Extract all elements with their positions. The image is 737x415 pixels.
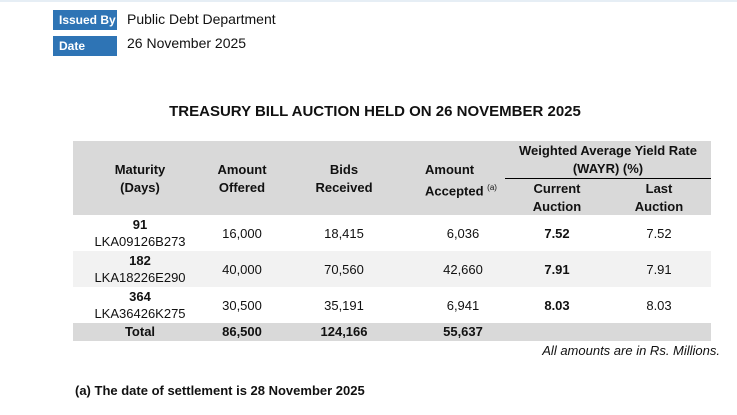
col-accepted-note: (a) [487,183,497,192]
header-rule [505,178,711,179]
total-bg [73,323,711,341]
cell: 35,191 [324,298,364,313]
cell: 40,000 [222,262,262,277]
cell: 70,560 [324,262,364,277]
issued-by-label: Issued By [53,10,117,30]
cell: 16,000 [222,226,262,241]
maturity-code: LKA18226E290 [94,270,186,285]
maturity-days: 91 [132,217,148,232]
cell: 7.52 [544,226,570,241]
cell: 7.52 [646,226,672,241]
cell: 42,660 [443,262,483,277]
title: TREASURY BILL AUCTION HELD ON 26 NOVEMBE… [169,103,581,120]
issued-by: Public Debt Department [127,11,276,27]
row-bg [73,251,711,287]
cell: 7.91 [544,262,570,277]
total-cell: 124,166 [320,324,368,339]
col-wayr: Weighted Average Yield Rate (WAYR) (%) [519,143,697,176]
top-rule [0,0,737,2]
cell: 18,415 [324,226,364,241]
units-note: All amounts are in Rs. Millions. [542,343,720,358]
maturity-days: 364 [129,289,151,304]
cell: 7.91 [646,262,672,277]
col-offered: Amount Offered [217,162,267,195]
col-last: Last Auction [634,181,684,214]
cell: 6,941 [446,298,480,313]
cell: 6,036 [446,226,480,241]
date: 26 November 2025 [127,35,247,51]
maturity-code: LKA09126B273 [94,234,186,249]
col-bids: Bids Received [315,162,373,195]
col-accepted-text: Amount Accepted [425,162,484,199]
cell: 8.03 [646,298,672,313]
footnote: (a) The date of settlement is 28 Novembe… [75,383,365,398]
total-cell: 55,637 [443,324,483,339]
total-cell: 86,500 [222,324,262,339]
cell: 8.03 [544,298,570,313]
maturity-code: LKA36426K275 [94,306,186,321]
cell: 30,500 [222,298,262,313]
col-maturity: Maturity (Days) [114,162,166,195]
total-cell: Total [124,324,156,339]
date-label: Date [53,36,117,56]
col-current: Current Auction [532,181,582,214]
maturity-days: 182 [129,253,151,268]
col-accepted: Amount Accepted (a) [425,161,515,200]
